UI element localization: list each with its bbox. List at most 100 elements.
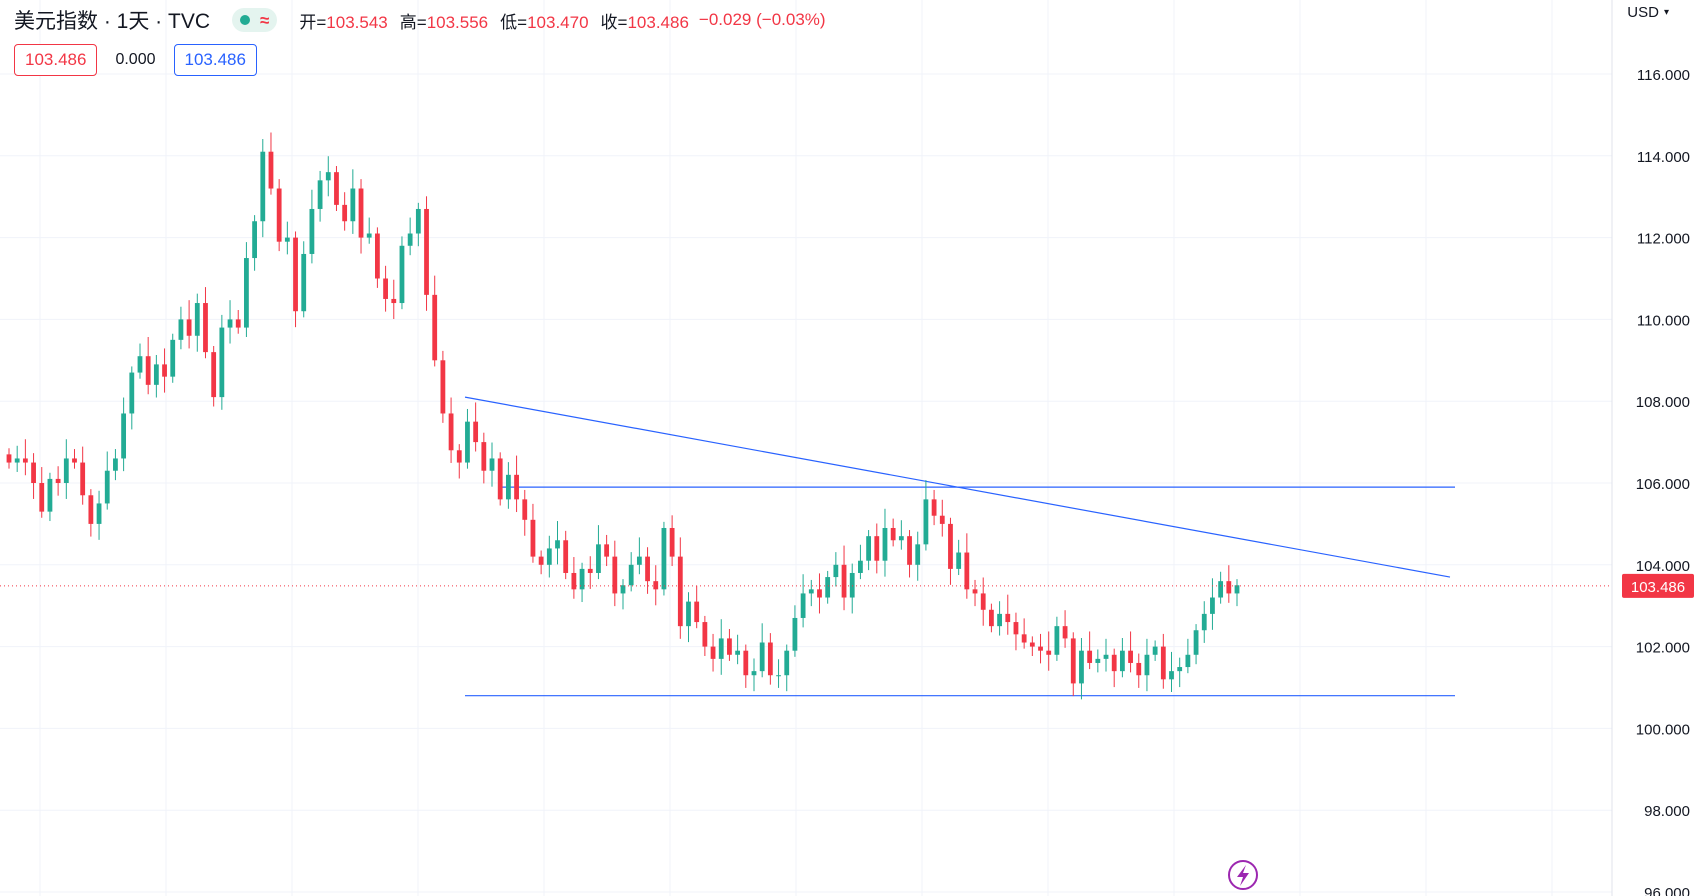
candle-body — [219, 327, 225, 398]
candle-body — [55, 478, 61, 483]
candle-body — [751, 671, 757, 676]
candle-body — [767, 642, 773, 676]
market-status-badge[interactable]: ≈ — [232, 8, 278, 32]
price-change: −0.029 (−0.03%) — [698, 10, 826, 29]
candle-body — [162, 364, 167, 377]
candle-body — [260, 151, 266, 222]
ohlc-open: 开=103.543 — [299, 12, 388, 32]
market-open-dot-icon — [240, 15, 251, 25]
candle-body — [252, 221, 257, 259]
candle-body — [612, 556, 618, 594]
lightning-icon[interactable] — [1228, 860, 1258, 890]
candle-body — [227, 319, 233, 328]
candle-body — [96, 503, 102, 524]
candle-body — [383, 278, 388, 299]
ohlc-values: 开=103.543 高=103.556 低=103.470 收=103.486 — [299, 8, 689, 33]
candle-body — [530, 519, 536, 557]
candle-body — [6, 454, 12, 463]
candle-body — [563, 540, 569, 573]
candle-body — [645, 556, 650, 582]
candle-body — [874, 536, 880, 561]
candle-body — [1079, 650, 1084, 684]
candle-body — [440, 360, 446, 414]
candle-body — [661, 527, 667, 590]
candle-body — [113, 458, 118, 471]
candle-body — [178, 319, 184, 340]
candle-body — [1087, 650, 1093, 663]
candle-body — [47, 478, 53, 512]
candle-body — [694, 601, 700, 623]
candle-body — [39, 483, 45, 512]
last-price-box[interactable]: 103.486 — [14, 44, 98, 76]
candle-body — [939, 515, 945, 524]
candle-body — [456, 450, 462, 463]
candle-body — [170, 339, 176, 377]
candle-body — [702, 622, 708, 647]
candle-body — [317, 180, 323, 209]
candle-body — [276, 188, 282, 242]
candle-body — [948, 523, 953, 569]
currency-label: USD — [1627, 4, 1659, 21]
candle-body — [325, 172, 331, 181]
candle-body — [604, 544, 610, 557]
candle-body — [63, 458, 69, 483]
candle-body — [571, 572, 577, 590]
candle-body — [792, 617, 798, 651]
candle-body — [1201, 613, 1207, 631]
candle-body — [858, 560, 863, 573]
candle-body — [1128, 650, 1133, 663]
candle-body — [301, 253, 307, 312]
candle-body — [1226, 581, 1232, 594]
candle-body — [350, 188, 356, 222]
candle-body — [718, 638, 724, 659]
currency-selector[interactable]: USD ▾ — [1627, 4, 1669, 21]
candle-body — [636, 556, 642, 565]
candle-body — [546, 548, 552, 565]
candlestick-series — [6, 132, 1240, 700]
candle-body — [997, 613, 1002, 627]
y-tick-label: 104.000 — [1636, 558, 1690, 575]
candle-body — [522, 499, 528, 520]
candle-body — [1013, 622, 1019, 635]
candle-body — [1234, 585, 1240, 594]
candle-body — [800, 593, 806, 618]
candle-body — [1046, 650, 1052, 655]
candle-body — [677, 556, 683, 627]
candle-body — [505, 474, 511, 500]
candle-body — [1185, 654, 1191, 668]
candle-body — [104, 470, 110, 504]
candle-body — [1218, 581, 1224, 598]
y-tick-label: 112.000 — [1637, 231, 1690, 248]
candle-body — [956, 552, 962, 569]
candle-body — [710, 646, 716, 659]
candle-body — [366, 233, 372, 238]
candle-body — [244, 258, 249, 328]
candle-body — [980, 593, 986, 610]
candle-body — [514, 474, 519, 500]
candle-body — [153, 364, 159, 385]
candle-body — [1152, 646, 1158, 655]
candle-body — [1038, 646, 1043, 651]
candle-body — [989, 609, 994, 627]
candle-body — [882, 527, 888, 561]
candle-body — [194, 303, 200, 336]
candle-body — [669, 527, 675, 557]
y-tick-label: 96.000 — [1644, 885, 1690, 896]
candle-body — [727, 638, 732, 655]
y-tick-label: 108.000 — [1636, 394, 1690, 411]
symbol-title[interactable]: 美元指数 · 1天 · TVC — [14, 10, 211, 33]
candle-body — [448, 413, 454, 451]
candle-body — [1029, 642, 1035, 647]
y-tick-label: 100.000 — [1636, 721, 1690, 738]
candle-body — [817, 589, 822, 598]
blue-price-box[interactable]: 103.486 — [173, 44, 257, 76]
candle-body — [620, 585, 626, 594]
ohlc-low: 低=103.470 — [500, 12, 589, 32]
candle-body — [686, 601, 691, 627]
legend-header: 美元指数 · 1天 · TVC ≈ 开=103.543 高=103.556 低=… — [14, 4, 826, 36]
candle-body — [1193, 630, 1199, 655]
candle-body — [849, 572, 855, 598]
candle-body — [1095, 658, 1101, 663]
